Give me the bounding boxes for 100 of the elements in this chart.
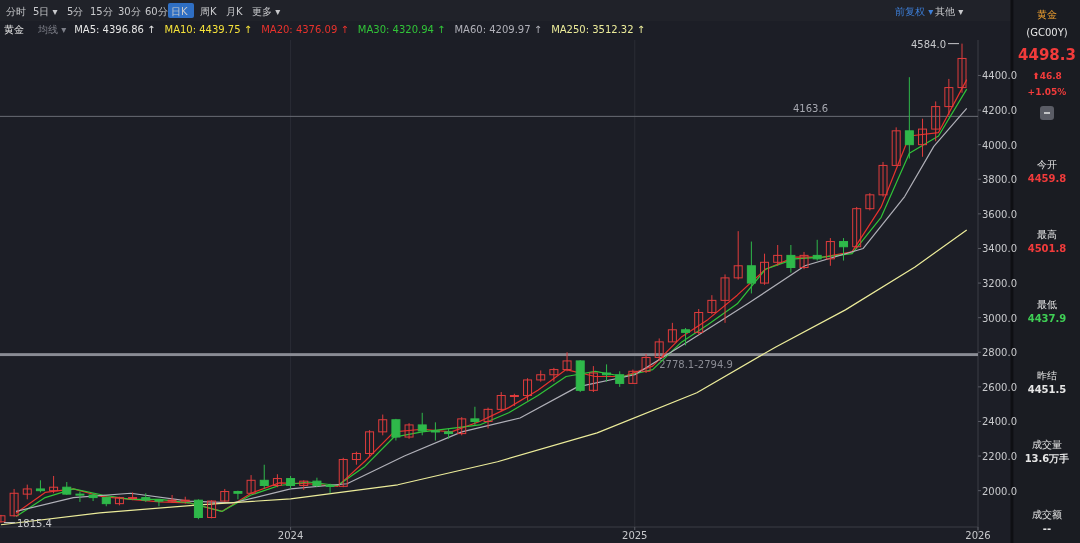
candlestick bbox=[641, 353, 651, 374]
text: MA30: 4320.94 ↑ bbox=[357, 24, 446, 35]
text: +1.05% bbox=[1027, 87, 1067, 97]
candlestick bbox=[378, 414, 388, 436]
text: 最高 bbox=[1037, 229, 1057, 240]
candlestick bbox=[417, 412, 427, 436]
y-tick-label: 2400.0 bbox=[982, 416, 1017, 428]
text: (GC00Y) bbox=[1026, 27, 1068, 38]
text: 最低 bbox=[1037, 299, 1057, 310]
candlestick bbox=[562, 351, 572, 372]
candlestick bbox=[825, 237, 835, 267]
y-tick-label: 2200.0 bbox=[982, 451, 1017, 463]
text: 60分 bbox=[145, 6, 168, 17]
candlestick bbox=[365, 429, 375, 457]
text: 黄金 bbox=[1037, 9, 1057, 20]
x-tick-label: 2024 bbox=[277, 530, 304, 541]
candlestick bbox=[154, 498, 164, 507]
text: ⬆46.8 bbox=[1032, 71, 1062, 81]
text: 30分 bbox=[118, 6, 141, 17]
text: 成交额 bbox=[1032, 509, 1062, 520]
y-tick-label: 3200.0 bbox=[982, 278, 1017, 290]
candlestick bbox=[167, 494, 177, 504]
candlestick bbox=[667, 322, 677, 343]
text: 4459.8 bbox=[1027, 173, 1067, 184]
text: 4451.5 bbox=[1027, 384, 1067, 395]
candlestick bbox=[430, 421, 440, 441]
candlestick bbox=[891, 126, 901, 166]
candlestick bbox=[549, 367, 559, 383]
candlestick bbox=[865, 192, 875, 211]
text: 5日 ▾ bbox=[33, 6, 58, 17]
chart-title: 黄金 bbox=[4, 24, 24, 35]
y-tick-label: 3800.0 bbox=[982, 174, 1017, 186]
y-tick-label: 4400.0 bbox=[982, 70, 1017, 82]
candlestick bbox=[931, 100, 941, 142]
y-tick-label: 2000.0 bbox=[982, 485, 1017, 497]
y-tick-label: 4200.0 bbox=[982, 105, 1017, 117]
candlestick bbox=[457, 416, 467, 436]
text: 13.6万手 bbox=[1024, 453, 1070, 464]
text: 成交量 bbox=[1032, 439, 1062, 450]
line-series bbox=[0, 229, 968, 526]
text: 5分 bbox=[67, 6, 84, 17]
annotation: 4584.0 bbox=[911, 38, 947, 50]
candlestick bbox=[470, 406, 480, 426]
y-tick-label: 3400.0 bbox=[982, 243, 1017, 255]
text: 4501.8 bbox=[1027, 243, 1067, 254]
y-tick-label: 2800.0 bbox=[982, 347, 1017, 359]
candlestick bbox=[878, 161, 888, 198]
x-tick-label: 2026 bbox=[965, 530, 991, 541]
text: 15分 bbox=[90, 6, 113, 17]
text: MA60: 4209.97 ↑ bbox=[454, 24, 543, 35]
candlestick bbox=[839, 237, 849, 262]
candlestick bbox=[707, 294, 717, 315]
text: 昨结 bbox=[1037, 370, 1057, 381]
candlestick bbox=[760, 253, 770, 286]
candlestick bbox=[654, 337, 664, 362]
text: 其他 ▾ bbox=[935, 6, 964, 17]
y-tick-label: 3600.0 bbox=[982, 208, 1017, 220]
candlestick bbox=[944, 78, 954, 116]
text: 周K bbox=[200, 6, 217, 17]
candlestick bbox=[957, 43, 967, 94]
text: 4498.3 bbox=[1018, 46, 1076, 64]
text: MA20: 4376.09 ↑ bbox=[261, 24, 349, 35]
y-tick-label: 4000.0 bbox=[982, 139, 1017, 151]
candlestick bbox=[325, 483, 335, 494]
candlestick bbox=[588, 365, 598, 393]
candlestick bbox=[812, 239, 822, 262]
candlestick bbox=[523, 377, 533, 402]
text: -- bbox=[1042, 523, 1052, 534]
candlestick bbox=[9, 488, 19, 518]
y-tick-label: 2600.0 bbox=[982, 381, 1017, 393]
ref-line-label: 4163.6 bbox=[793, 103, 828, 115]
candlestick bbox=[496, 391, 506, 412]
annotation: 1815.4 bbox=[16, 517, 52, 529]
candlestick bbox=[75, 491, 85, 503]
text: 更多 ▾ bbox=[252, 6, 281, 17]
text: 今开 bbox=[1037, 159, 1057, 170]
text: 日K bbox=[171, 6, 188, 17]
candlestick bbox=[799, 251, 809, 270]
band-label: 2778.1-2794.9 bbox=[659, 359, 733, 371]
text: 月K bbox=[226, 6, 243, 17]
candlestick bbox=[918, 118, 928, 158]
candlestick bbox=[338, 457, 348, 488]
candlestick bbox=[628, 369, 638, 384]
candlestick bbox=[88, 492, 98, 502]
text: 均线 ▾ bbox=[37, 24, 67, 35]
candlestick bbox=[404, 422, 414, 440]
candlestick bbox=[193, 498, 203, 520]
candlestick bbox=[233, 490, 243, 500]
candlestick bbox=[694, 308, 704, 336]
candlestick bbox=[852, 206, 862, 249]
candlestick bbox=[773, 244, 783, 267]
text: 前复权 ▾ bbox=[895, 6, 934, 17]
text: MA10: 4439.75 ↑ bbox=[164, 24, 253, 35]
candlestick bbox=[259, 464, 269, 490]
candlestick bbox=[786, 244, 796, 274]
candlestick bbox=[733, 230, 743, 281]
candlestick bbox=[904, 76, 914, 160]
y-tick-label: 3000.0 bbox=[982, 312, 1017, 324]
candlestick bbox=[207, 499, 217, 519]
candlestick bbox=[746, 241, 756, 294]
